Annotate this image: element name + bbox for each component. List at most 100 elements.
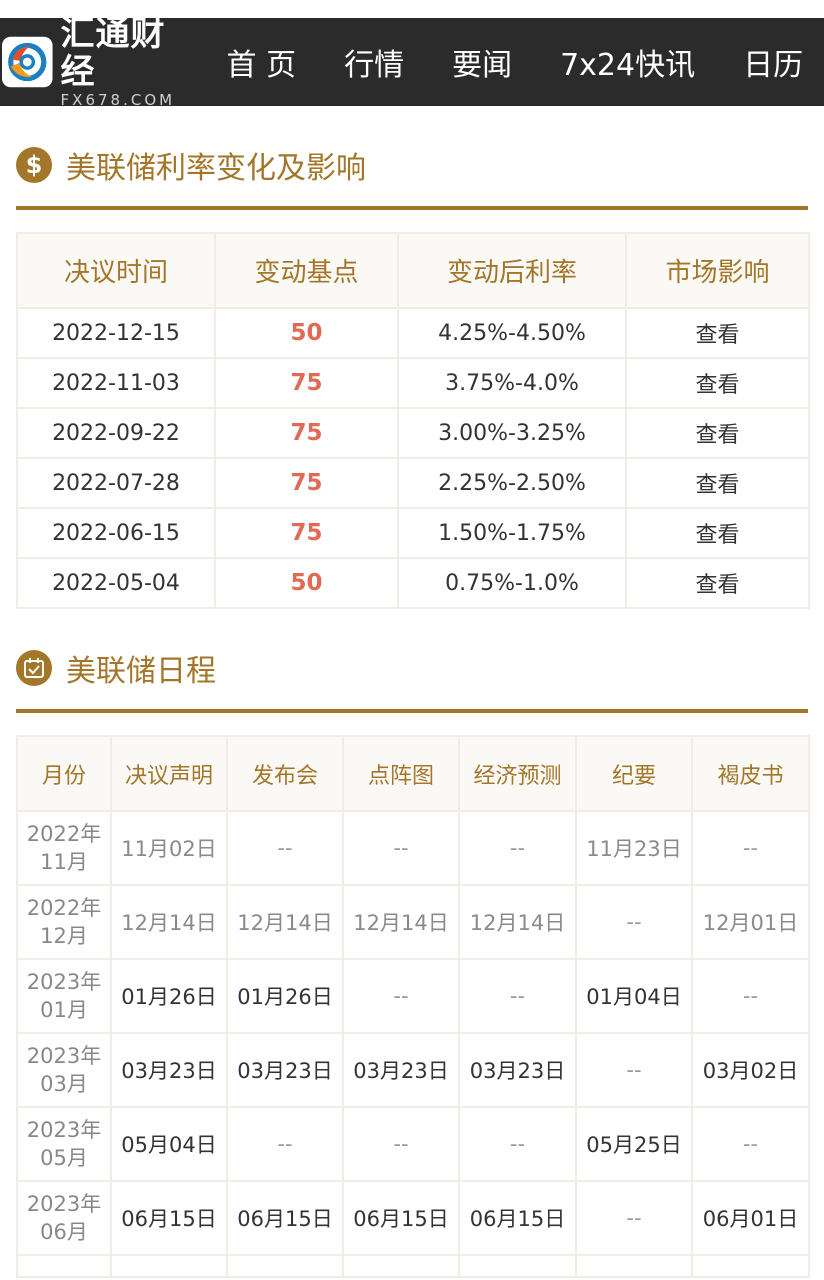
basis-points: 75 bbox=[214, 357, 399, 409]
schedule-month-year: 2022年 bbox=[26, 822, 102, 846]
view-impact-link[interactable]: 查看 bbox=[625, 457, 810, 509]
rates-section-divider bbox=[16, 206, 808, 210]
table-row: 2022-09-22 75 3.00%-3.25% 查看 bbox=[16, 407, 810, 459]
dot-plot-date: -- bbox=[342, 810, 460, 886]
decision-date: 2022-07-28 bbox=[16, 457, 216, 509]
decision-date: 2022-05-04 bbox=[16, 557, 216, 609]
nav-calendar[interactable]: 日历 bbox=[743, 48, 804, 83]
fx678-logo-icon bbox=[2, 36, 53, 88]
schedule-table-body: 2022年 11月 11月02日 -- -- -- 11月23日 -- 2022年 12月 12月1… bbox=[16, 810, 810, 1278]
nav-live-flash[interactable]: 7x24快讯 bbox=[560, 48, 696, 83]
schedule-month: 2023年 01月 bbox=[16, 958, 112, 1034]
schedule-month-year: 2023年 bbox=[26, 1192, 102, 1216]
table-row: 2023年 03月 03月23日 03月23日 03月23日 03月23日 -- 03月02日 bbox=[16, 1032, 810, 1108]
table-row: 2022年 11月 11月02日 -- -- -- 11月23日 -- bbox=[16, 810, 810, 886]
statement-date: 03月23日 bbox=[110, 1032, 228, 1108]
beige-book-date: 12月01日 bbox=[691, 884, 810, 960]
schedule-month-year: 2023年 bbox=[26, 1044, 102, 1068]
table-row: 2022-12-15 50 4.25%-4.50% 查看 bbox=[16, 307, 810, 359]
economic-projection-date: 06月15日 bbox=[458, 1180, 577, 1256]
view-impact-link[interactable]: 查看 bbox=[625, 357, 810, 409]
beige-book-date: -- bbox=[691, 958, 810, 1034]
minutes-date: -- bbox=[575, 884, 693, 960]
view-impact-link[interactable]: 查看 bbox=[625, 407, 810, 459]
table-header-row: 月份 决议声明 发布会 点阵图 经济预测 纪要 褐皮书 bbox=[16, 735, 810, 812]
view-impact-link[interactable]: 查看 bbox=[625, 307, 810, 359]
table-cell bbox=[458, 1254, 577, 1278]
schedule-month-month: 06月 bbox=[40, 1220, 88, 1244]
col-statement: 决议声明 bbox=[110, 735, 228, 812]
statement-date: 12月14日 bbox=[110, 884, 228, 960]
col-basis-points: 变动基点 bbox=[214, 232, 399, 309]
col-dot-plot: 点阵图 bbox=[342, 735, 460, 812]
fed-rate-table: 决议时间 变动基点 变动后利率 市场影响 2022-12-15 50 4.25%… bbox=[16, 232, 810, 609]
calendar-check-icon bbox=[16, 650, 52, 686]
site-logo[interactable]: 汇通财经 FX678.COM bbox=[0, 18, 183, 106]
statement-date: 11月02日 bbox=[110, 810, 228, 886]
schedule-month-year: 2022年 bbox=[26, 896, 102, 920]
rate-range: 1.50%-1.75% bbox=[397, 507, 627, 559]
table-cell bbox=[110, 1254, 228, 1278]
table-row: 2022-07-28 75 2.25%-2.50% 查看 bbox=[16, 457, 810, 509]
dot-plot-date: 03月23日 bbox=[342, 1032, 460, 1108]
schedule-month-month: 12月 bbox=[40, 924, 88, 948]
schedule-month-month: 01月 bbox=[40, 998, 88, 1022]
basis-points: 75 bbox=[214, 407, 399, 459]
schedule-section-header: 美联储日程 bbox=[16, 609, 808, 689]
status-strip bbox=[0, 0, 824, 18]
decision-date: 2022-09-22 bbox=[16, 407, 216, 459]
nav-news[interactable]: 要闻 bbox=[452, 48, 513, 83]
col-decision-date: 决议时间 bbox=[16, 232, 216, 309]
schedule-section-title: 美联储日程 bbox=[66, 654, 216, 689]
dot-plot-date: 06月15日 bbox=[342, 1180, 460, 1256]
minutes-date: 05月25日 bbox=[575, 1106, 693, 1182]
dot-plot-date: -- bbox=[342, 958, 460, 1034]
schedule-month-year: 2023年 bbox=[26, 1118, 102, 1142]
beige-book-date: 03月02日 bbox=[691, 1032, 810, 1108]
press-conference-date: -- bbox=[226, 810, 344, 886]
beige-book-date: -- bbox=[691, 810, 810, 886]
press-conference-date: 12月14日 bbox=[226, 884, 344, 960]
statement-date: 06月15日 bbox=[110, 1180, 228, 1256]
rate-range: 0.75%-1.0% bbox=[397, 557, 627, 609]
view-impact-link[interactable]: 查看 bbox=[625, 507, 810, 559]
main-nav: 首 页 行情 要闻 7x24快讯 日历 bbox=[227, 40, 824, 84]
economic-projection-date: -- bbox=[458, 810, 577, 886]
logo-english-text: FX678.COM bbox=[60, 91, 176, 106]
statement-date: 01月26日 bbox=[110, 958, 228, 1034]
press-conference-date: -- bbox=[226, 1106, 344, 1182]
top-navbar: 汇通财经 FX678.COM 首 页 行情 要闻 7x24快讯 日历 bbox=[0, 18, 824, 106]
nav-market[interactable]: 行情 bbox=[344, 48, 405, 83]
rate-range: 4.25%-4.50% bbox=[397, 307, 627, 359]
schedule-month: 2023年 03月 bbox=[16, 1032, 112, 1108]
col-month: 月份 bbox=[16, 735, 112, 812]
decision-date: 2022-11-03 bbox=[16, 357, 216, 409]
col-economic-projection: 经济预测 bbox=[458, 735, 577, 812]
basis-points: 75 bbox=[214, 507, 399, 559]
minutes-date: -- bbox=[575, 1180, 693, 1256]
table-row: 2022年 12月 12月14日 12月14日 12月14日 12月14日 -- 12月01日 bbox=[16, 884, 810, 960]
col-press-conference: 发布会 bbox=[226, 735, 344, 812]
table-row: 2022-06-15 75 1.50%-1.75% 查看 bbox=[16, 507, 810, 559]
table-row: 2022-11-03 75 3.75%-4.0% 查看 bbox=[16, 357, 810, 409]
table-row: 2022-05-04 50 0.75%-1.0% 查看 bbox=[16, 557, 810, 609]
press-conference-date: 03月23日 bbox=[226, 1032, 344, 1108]
minutes-date: 01月04日 bbox=[575, 958, 693, 1034]
nav-home[interactable]: 首 页 bbox=[226, 48, 297, 83]
economic-projection-date: 12月14日 bbox=[458, 884, 577, 960]
logo-chinese-text: 汇通财经 bbox=[60, 18, 166, 92]
col-rate-after: 变动后利率 bbox=[397, 232, 627, 309]
table-header-row: 决议时间 变动基点 变动后利率 市场影响 bbox=[16, 232, 810, 309]
schedule-month: 2022年 11月 bbox=[16, 810, 112, 886]
basis-points: 50 bbox=[214, 557, 399, 609]
schedule-month-month: 05月 bbox=[40, 1146, 88, 1170]
decision-date: 2022-12-15 bbox=[16, 307, 216, 359]
economic-projection-date: -- bbox=[458, 958, 577, 1034]
table-cell bbox=[691, 1254, 810, 1278]
table-cell bbox=[226, 1254, 344, 1278]
view-impact-link[interactable]: 查看 bbox=[625, 557, 810, 609]
minutes-date: 11月23日 bbox=[575, 810, 693, 886]
rate-range: 3.00%-3.25% bbox=[397, 407, 627, 459]
press-conference-date: 06月15日 bbox=[226, 1180, 344, 1256]
statement-date: 05月04日 bbox=[110, 1106, 228, 1182]
